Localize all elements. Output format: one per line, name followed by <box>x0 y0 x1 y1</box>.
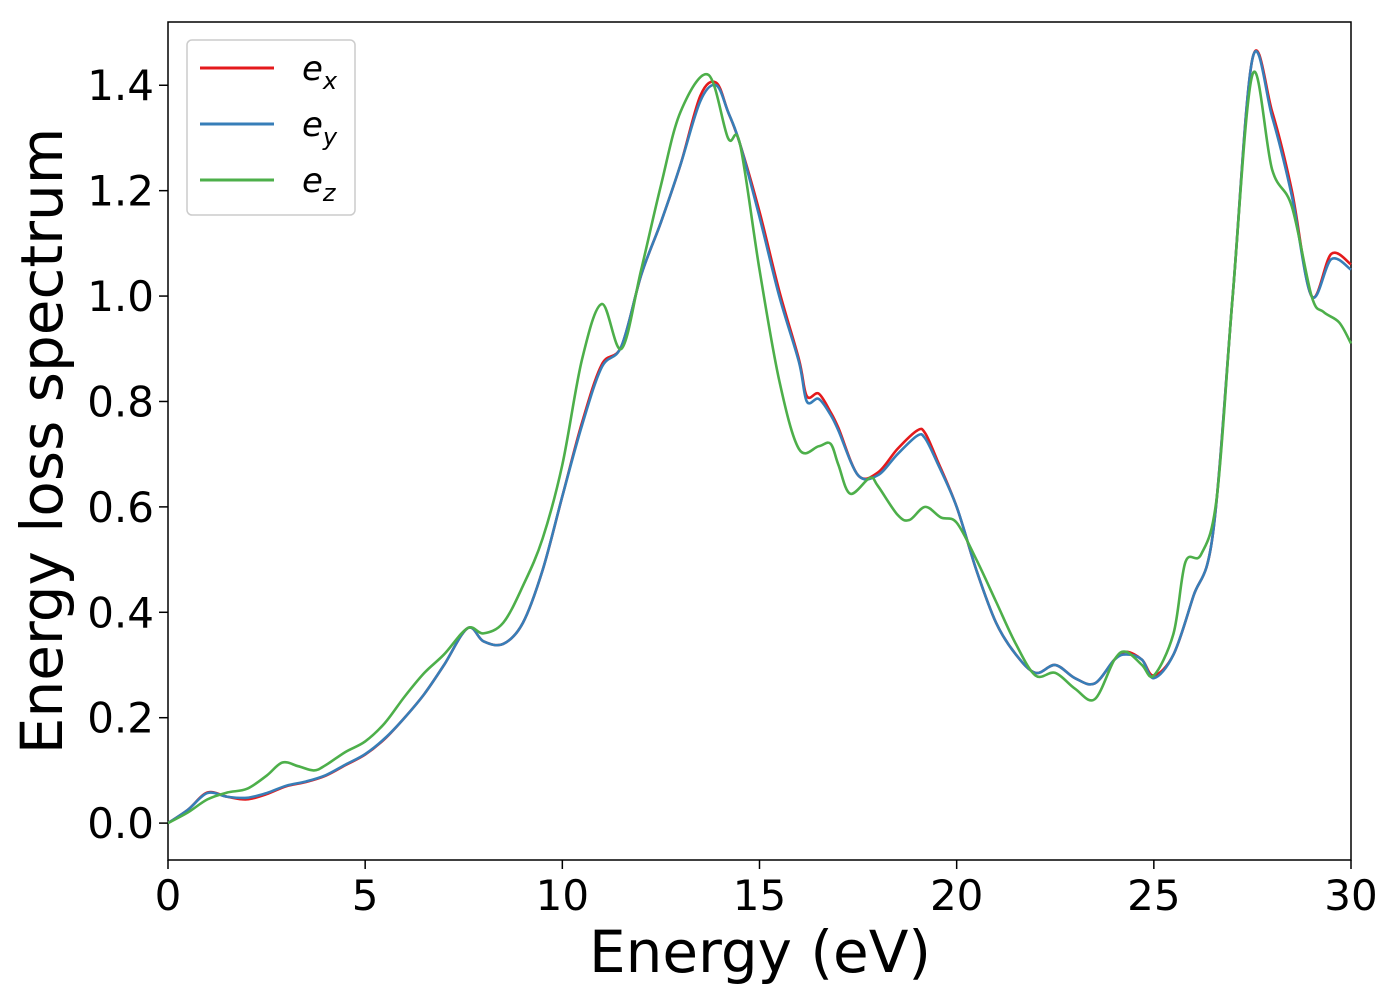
series-layer <box>167 49 1353 825</box>
legend-label-base: e <box>302 49 323 89</box>
x-tick-label: 10 <box>536 871 589 920</box>
x-tick-label: 30 <box>1324 871 1377 920</box>
x-tick-label: 20 <box>930 871 983 920</box>
y-axis-title: Energy loss spectrum <box>8 128 76 754</box>
y-tick-label: 0.4 <box>87 588 154 637</box>
y-tick-label: 1.0 <box>87 272 154 321</box>
y-tick-label: 0.6 <box>87 483 154 532</box>
legend-label-x: ex <box>302 49 338 95</box>
x-tick-label: 25 <box>1127 871 1180 920</box>
legend-label-subscript: x <box>322 67 338 95</box>
legend-label-base: e <box>302 161 323 201</box>
legend-label-base: e <box>302 105 323 145</box>
x-tick-label: 0 <box>155 871 182 920</box>
x-tick-label: 5 <box>352 871 379 920</box>
legend-label-subscript: z <box>322 179 337 207</box>
legend-label-subscript: y <box>322 123 338 151</box>
series-line-z <box>167 70 1353 825</box>
x-axis-title: Energy (eV) <box>589 918 931 986</box>
legend-label-y: ey <box>302 105 338 151</box>
y-axis-ticks: 0.0 0.2 0.4 0.6 0.8 1.0 1.2 1.4 <box>87 61 168 848</box>
y-tick-label: 1.4 <box>87 61 154 110</box>
legend-label-z: ez <box>302 161 337 207</box>
plot-area <box>167 21 1352 861</box>
y-tick-label: 0.0 <box>87 799 154 848</box>
x-tick-label: 15 <box>733 871 786 920</box>
y-tick-label: 0.8 <box>87 377 154 426</box>
y-tick-label: 1.2 <box>87 167 154 216</box>
legend-box <box>186 39 356 216</box>
x-axis-ticks: 0 5 10 15 20 25 30 <box>155 860 1378 920</box>
y-tick-label: 0.2 <box>87 694 154 743</box>
series-line-y <box>167 49 1352 825</box>
